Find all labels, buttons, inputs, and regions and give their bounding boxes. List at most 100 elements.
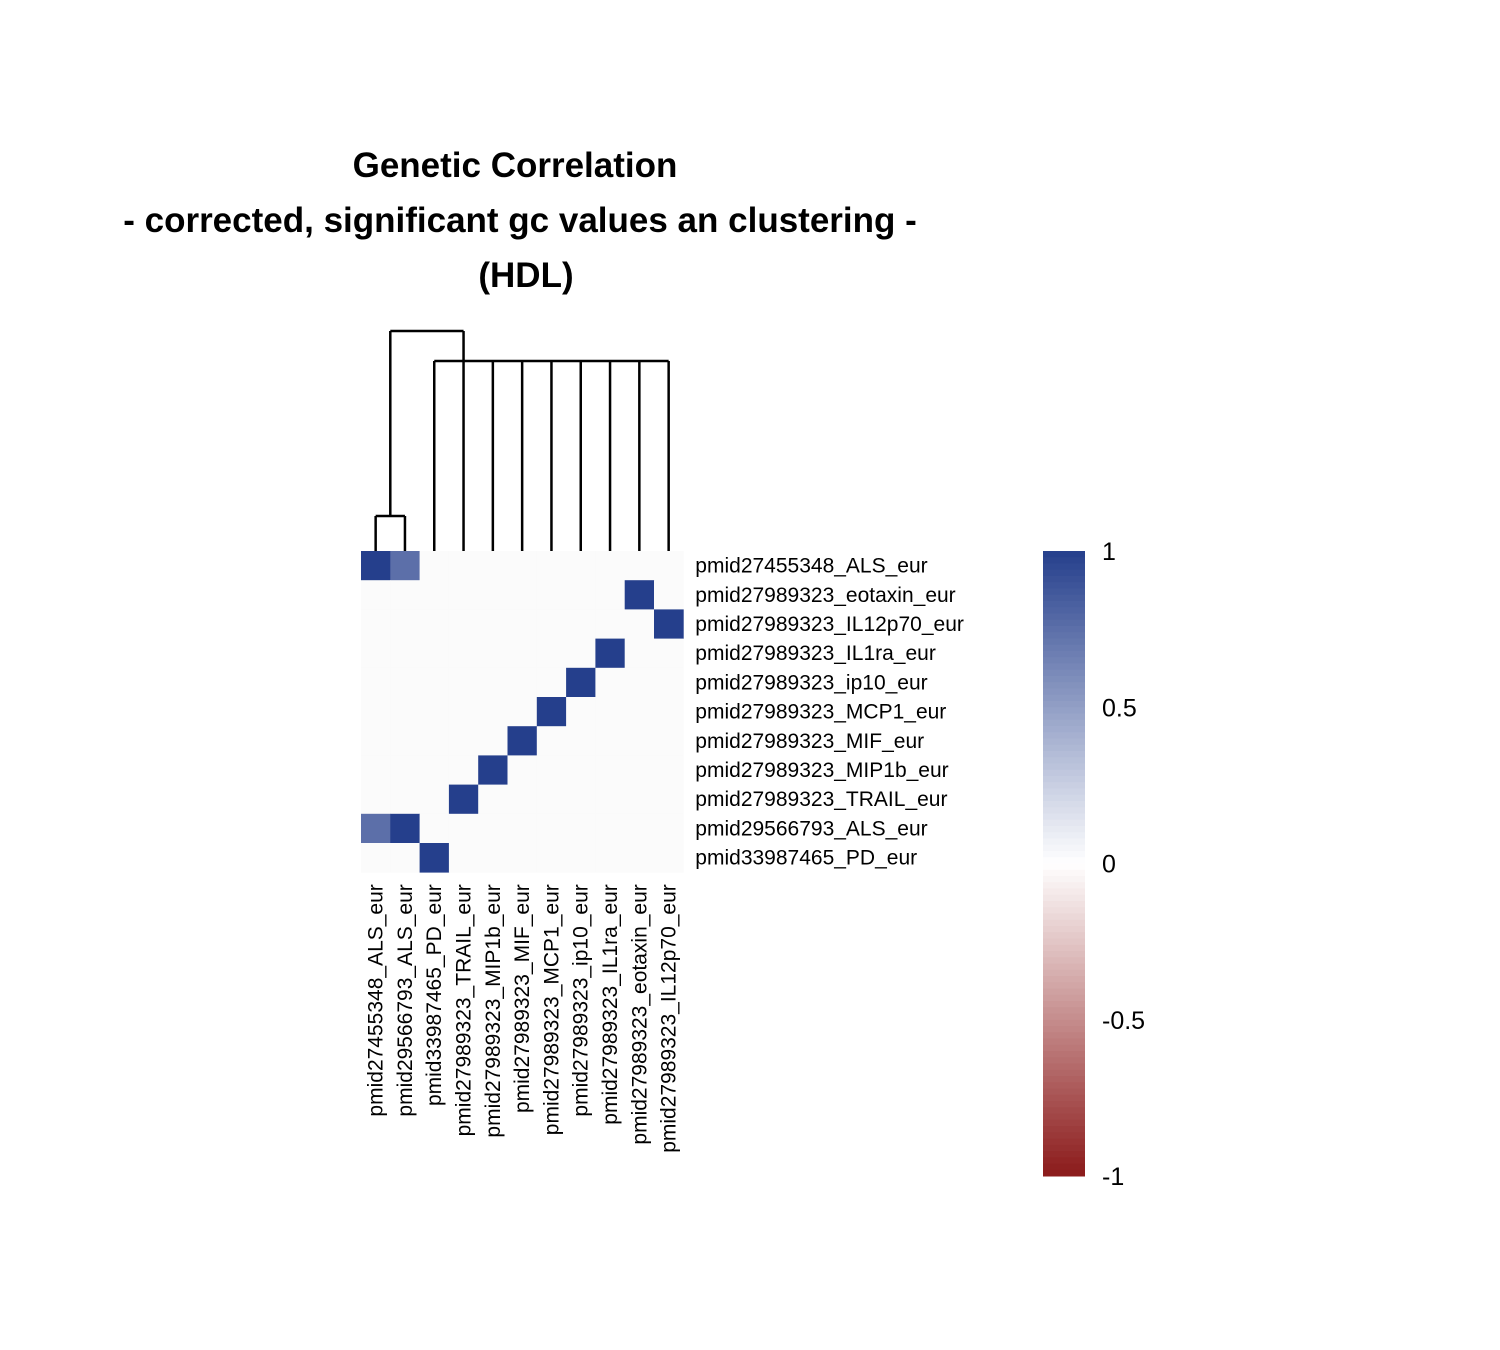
color-scale-step — [1043, 657, 1085, 664]
color-scale-step — [1043, 988, 1085, 996]
column-label: pmid27989323_IL1ra_eur — [599, 884, 622, 1125]
color-scale-step — [1043, 1069, 1085, 1077]
heatmap-cells — [361, 551, 684, 873]
heatmap-cell — [419, 843, 450, 873]
color-scale-legend: 1 0.5 0 -0.5 -1 — [1043, 538, 1145, 1191]
heatmap-cell — [448, 697, 479, 727]
heatmap-cell — [478, 609, 508, 639]
heatmap-cell — [595, 580, 626, 610]
color-scale-step — [1043, 1138, 1085, 1146]
heatmap-cell — [361, 726, 391, 756]
chart-title: Genetic Correlation - corrected, signifi… — [123, 146, 917, 295]
color-scale-step — [1043, 919, 1085, 927]
heatmap-cell — [536, 697, 567, 727]
heatmap-cell — [478, 755, 508, 785]
heatmap-cell — [624, 784, 655, 815]
color-scale-step — [1043, 1063, 1085, 1071]
heatmap-cell — [654, 697, 684, 727]
heatmap-cell — [507, 667, 538, 698]
heatmap-cell — [654, 551, 684, 581]
column-label: pmid27989323_MCP1_eur — [540, 884, 563, 1135]
color-scale-step — [1043, 1126, 1085, 1133]
heatmap-cell — [448, 784, 479, 815]
heatmap-cell — [654, 638, 684, 669]
color-scale-step — [1043, 926, 1085, 933]
title-line-2: - corrected, significant gc values an cl… — [123, 201, 917, 240]
heatmap-cell — [624, 755, 655, 785]
color-scale-step — [1043, 1038, 1085, 1046]
color-scale-step — [1043, 969, 1085, 977]
column-label: pmid27989323_MIF_eur — [511, 884, 534, 1113]
color-scale-step — [1043, 1094, 1085, 1102]
color-scale-step — [1043, 776, 1085, 783]
color-scale-step — [1043, 1169, 1085, 1177]
row-label: pmid27989323_IL1ra_eur — [695, 642, 936, 665]
color-scale-step — [1043, 1119, 1085, 1127]
color-scale-step — [1043, 1132, 1085, 1139]
heatmap-cell — [566, 755, 596, 785]
color-scale-step — [1043, 963, 1085, 971]
heatmap-cell — [448, 580, 479, 610]
row-label: pmid27989323_MIP1b_eur — [695, 759, 948, 782]
color-scale-step — [1043, 713, 1085, 721]
color-scale-step — [1043, 901, 1085, 908]
color-scale-step — [1043, 844, 1085, 852]
heatmap-cell — [361, 667, 391, 698]
color-scale-step — [1043, 994, 1085, 1002]
heatmap-cell — [566, 813, 596, 844]
color-scale-step — [1043, 788, 1085, 796]
heatmap-cell — [566, 580, 596, 610]
heatmap-cell — [507, 726, 538, 756]
heatmap-cell — [361, 697, 391, 727]
color-scale-step — [1043, 694, 1085, 702]
color-scale-step — [1043, 632, 1085, 639]
color-scale-step — [1043, 976, 1085, 983]
column-label: pmid29566793_ALS_eur — [394, 884, 417, 1116]
heatmap-cell — [566, 667, 596, 698]
color-scale-step — [1043, 769, 1085, 777]
color-scale-step — [1043, 851, 1085, 858]
heatmap-cell — [654, 813, 684, 844]
heatmap-cell — [507, 843, 538, 873]
row-label: pmid27989323_MIF_eur — [695, 730, 924, 753]
color-scale-step — [1043, 1001, 1085, 1008]
color-scale-step — [1043, 1113, 1085, 1121]
heatmap-cell — [478, 843, 508, 873]
row-label: pmid27455348_ALS_eur — [695, 555, 927, 578]
heatmap-cell — [361, 813, 391, 844]
heatmap-cell — [624, 726, 655, 756]
heatmap-cell — [654, 755, 684, 785]
color-scale-step — [1043, 876, 1085, 883]
color-scale-step — [1043, 1057, 1085, 1064]
color-scale-step — [1043, 951, 1085, 958]
color-scale-step — [1043, 588, 1085, 596]
heatmap-cell — [361, 551, 391, 581]
heatmap-cell — [536, 551, 567, 581]
color-scale-step — [1043, 819, 1085, 827]
color-scale-step — [1043, 1144, 1085, 1152]
color-scale-step — [1043, 676, 1085, 683]
color-scale-step — [1043, 869, 1085, 877]
heatmap-cell — [419, 755, 450, 785]
heatmap-cell — [624, 638, 655, 669]
color-scale-step — [1043, 626, 1085, 633]
heatmap-cell — [478, 697, 508, 727]
heatmap-cell — [595, 813, 626, 844]
color-scale-step — [1043, 576, 1085, 583]
heatmap-cell — [536, 726, 567, 756]
color-scale-step — [1043, 744, 1085, 752]
heatmap-cell — [448, 813, 479, 844]
color-scale-step — [1043, 907, 1085, 914]
color-scale-step — [1043, 1051, 1085, 1058]
row-label: pmid27989323_MCP1_eur — [695, 701, 946, 724]
color-scale-step — [1043, 719, 1085, 727]
heatmap-cell — [448, 551, 479, 581]
heatmap-cell — [595, 843, 626, 873]
color-scale-step — [1043, 607, 1085, 614]
heatmap-cell — [654, 580, 684, 610]
heatmap-cell — [566, 638, 596, 669]
heatmap-cell — [419, 609, 450, 639]
heatmap-cell — [448, 667, 479, 698]
heatmap-cell — [478, 813, 508, 844]
heatmap-cell — [419, 667, 450, 698]
